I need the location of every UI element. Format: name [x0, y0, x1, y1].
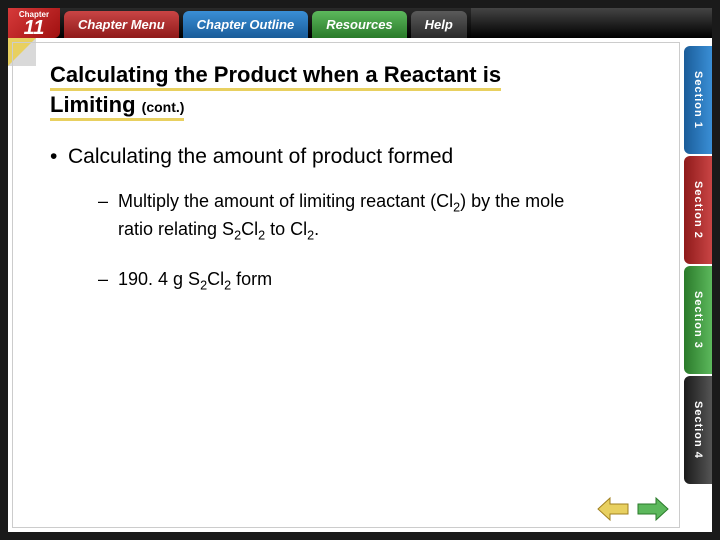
tab-label: Chapter Outline — [197, 17, 295, 32]
next-arrow-icon[interactable] — [636, 496, 670, 522]
bullet-text: Calculating the amount of product formed — [68, 145, 453, 168]
tab-label: Chapter Menu — [78, 17, 165, 32]
bullet-sub-1: Multiply the amount of limiting reactant… — [98, 189, 578, 244]
bullet-sub-2: 190. 4 g S2Cl2 form — [98, 267, 578, 295]
prev-arrow-icon[interactable] — [596, 496, 630, 522]
top-nav: Chapter 11 Chapter Menu Chapter Outline … — [8, 8, 712, 38]
tab-chapter-menu[interactable]: Chapter Menu — [64, 11, 179, 38]
bullet-main: Calculating the amount of product formed — [50, 145, 590, 169]
page-corner-icon — [8, 38, 36, 66]
chapter-number: 11 — [24, 18, 45, 38]
tab-resources[interactable]: Resources — [312, 11, 406, 38]
nav-arrows — [596, 496, 670, 522]
tab-help[interactable]: Help — [411, 11, 467, 38]
tab-label: Help — [425, 17, 453, 32]
slide: Chapter 11 Chapter Menu Chapter Outline … — [8, 8, 712, 532]
slide-title: Calculating the Product when a Reactant … — [50, 60, 570, 119]
chapter-badge[interactable]: Chapter 11 — [8, 8, 60, 38]
title-text: Calculating the Product when a Reactant … — [50, 62, 501, 117]
content-area: Calculating the Product when a Reactant … — [8, 38, 712, 532]
tab-label: Resources — [326, 17, 392, 32]
nav-spacer — [471, 8, 712, 38]
tab-chapter-outline[interactable]: Chapter Outline — [183, 11, 309, 38]
title-cont: (cont.) — [142, 99, 185, 115]
